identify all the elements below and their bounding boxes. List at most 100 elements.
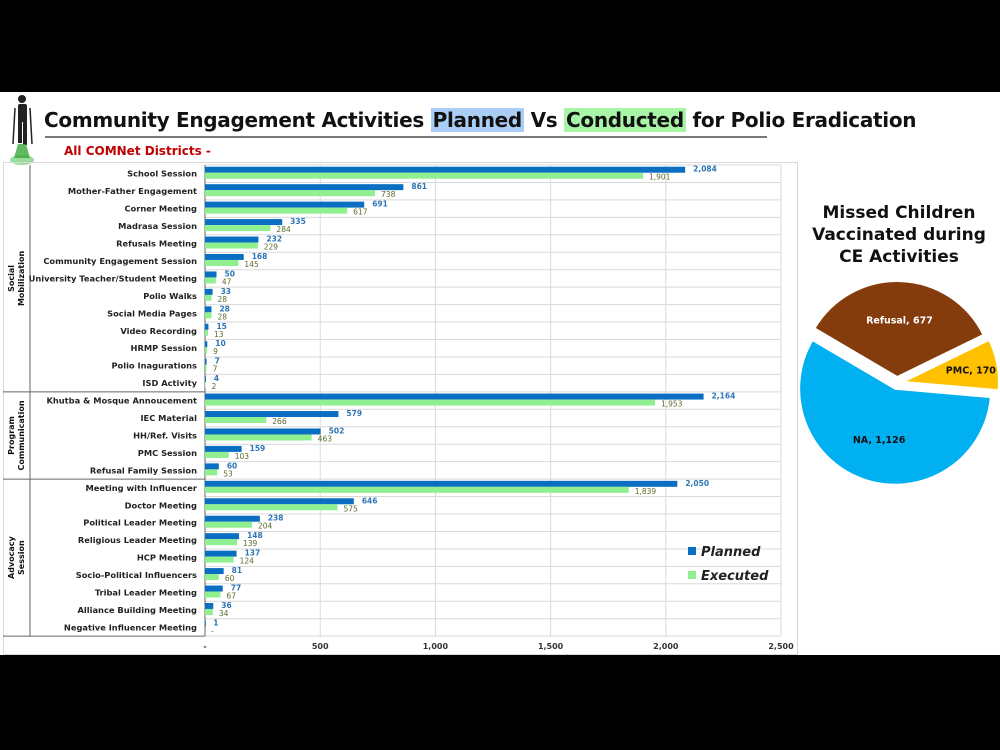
x-tick-label: 1,000 bbox=[423, 642, 449, 651]
x-tick-label: 500 bbox=[312, 642, 329, 651]
data-label-planned: 7 bbox=[215, 357, 220, 366]
data-label-executed: 60 bbox=[225, 574, 235, 583]
pie-slice-refusal bbox=[813, 280, 985, 379]
pie-chart-title: Missed Children Vaccinated during CE Act… bbox=[812, 203, 986, 267]
bar-planned bbox=[205, 498, 354, 505]
bar-executed bbox=[205, 277, 216, 284]
bar-executed bbox=[205, 399, 655, 406]
bar-executed bbox=[205, 347, 208, 354]
data-label-executed: 575 bbox=[343, 504, 358, 513]
bar-planned bbox=[205, 323, 209, 330]
data-label-executed: 229 bbox=[264, 243, 279, 252]
data-label-executed: 28 bbox=[217, 295, 227, 304]
data-label-executed: 1,839 bbox=[635, 487, 657, 496]
bar-planned bbox=[205, 463, 219, 470]
bar-planned bbox=[205, 253, 244, 260]
group-label: AdvocacySession bbox=[7, 535, 26, 579]
group-label-line: Advocacy bbox=[7, 535, 16, 579]
category-label: Madrasa Session bbox=[118, 221, 197, 231]
category-label: HRMP Session bbox=[131, 343, 198, 353]
data-label-planned: 691 bbox=[372, 200, 388, 209]
data-label-planned: 168 bbox=[252, 252, 268, 261]
category-label: HH/Ref. Visits bbox=[133, 430, 197, 440]
bar-planned bbox=[205, 550, 237, 557]
bar-planned bbox=[205, 515, 260, 522]
bar-executed bbox=[205, 469, 218, 476]
data-label-executed: 2 bbox=[211, 382, 216, 391]
bar-executed bbox=[205, 417, 267, 424]
data-label-planned: 502 bbox=[329, 426, 345, 435]
data-label-planned: 33 bbox=[221, 287, 231, 296]
bar-executed bbox=[205, 539, 238, 546]
data-label-executed: 463 bbox=[318, 434, 333, 443]
bar-executed bbox=[205, 225, 271, 232]
title-underline bbox=[45, 136, 767, 138]
group-label-line: Program bbox=[7, 416, 16, 455]
group-label-line: Session bbox=[17, 540, 26, 575]
data-label-executed: - bbox=[211, 626, 214, 635]
data-label-planned: 28 bbox=[219, 304, 229, 313]
category-label: ISD Activity bbox=[142, 378, 197, 388]
category-label: School Session bbox=[127, 169, 197, 179]
bar-planned bbox=[205, 602, 214, 609]
bar-planned bbox=[205, 184, 404, 191]
bar-planned bbox=[205, 219, 283, 226]
legend-label: Executed bbox=[701, 569, 769, 584]
data-label-planned: 137 bbox=[245, 549, 261, 558]
data-label-executed: 617 bbox=[353, 208, 368, 217]
data-label-executed: 103 bbox=[235, 452, 250, 461]
bar-executed bbox=[205, 312, 212, 319]
category-label: Polio Inagurations bbox=[111, 361, 197, 371]
group-label: ProgramCommunication bbox=[7, 400, 26, 470]
data-label-planned: 2,084 bbox=[693, 165, 717, 174]
data-label-planned: 50 bbox=[225, 269, 235, 278]
bar-planned bbox=[205, 376, 206, 383]
data-label-planned: 238 bbox=[268, 514, 284, 523]
page-title: Community Engagement Activities Planned … bbox=[44, 108, 917, 132]
data-label-executed: 7 bbox=[213, 365, 218, 374]
bar-executed bbox=[205, 556, 234, 563]
legend-label: Planned bbox=[701, 545, 761, 560]
data-label-executed: 738 bbox=[381, 190, 396, 199]
title-text: Community Engagement Activities bbox=[44, 108, 431, 132]
group-label-line: Social bbox=[7, 265, 16, 292]
bar-planned bbox=[205, 358, 207, 365]
category-label: Socio-Political Influencers bbox=[76, 570, 197, 580]
bar-planned bbox=[205, 533, 240, 540]
bar-executed bbox=[205, 329, 208, 336]
bar-planned bbox=[205, 480, 678, 487]
data-label-planned: 579 bbox=[346, 409, 362, 418]
title-conducted-highlight: Conducted bbox=[564, 108, 686, 132]
data-label-planned: 36 bbox=[221, 601, 231, 610]
data-label-planned: 4 bbox=[214, 374, 219, 383]
data-label-planned: 60 bbox=[227, 461, 237, 470]
bottom-letterbox bbox=[0, 655, 1000, 750]
bar-planned bbox=[205, 271, 217, 278]
bar-planned bbox=[205, 166, 686, 173]
title-text: Vs bbox=[523, 108, 565, 132]
title-text: for Polio Eradication bbox=[685, 108, 917, 132]
data-label-executed: 124 bbox=[240, 557, 255, 566]
legend-swatch bbox=[688, 571, 696, 579]
bar-executed bbox=[205, 172, 643, 179]
data-label-executed: 1,953 bbox=[661, 400, 683, 409]
category-label: Refusal Family Session bbox=[90, 465, 197, 475]
title-planned-highlight: Planned bbox=[430, 108, 524, 132]
bar-executed bbox=[205, 608, 213, 615]
data-label-executed: 204 bbox=[258, 522, 273, 531]
bar-planned bbox=[205, 428, 321, 435]
pie-label: Refusal, 677 bbox=[866, 315, 933, 326]
category-label: Tribal Leader Meeting bbox=[95, 588, 197, 598]
bar-planned bbox=[205, 306, 212, 313]
bar-executed bbox=[205, 434, 312, 441]
bar-planned bbox=[205, 236, 259, 243]
data-label-executed: 9 bbox=[213, 347, 218, 356]
category-label: Corner Meeting bbox=[124, 204, 197, 214]
legend-swatch bbox=[688, 547, 696, 555]
bar-planned bbox=[205, 620, 206, 627]
category-label: PMC Session bbox=[138, 448, 197, 458]
data-label-executed: 34 bbox=[219, 609, 229, 618]
bar-executed bbox=[205, 364, 207, 371]
bar-planned bbox=[205, 445, 242, 452]
data-label-planned: 77 bbox=[231, 584, 241, 593]
